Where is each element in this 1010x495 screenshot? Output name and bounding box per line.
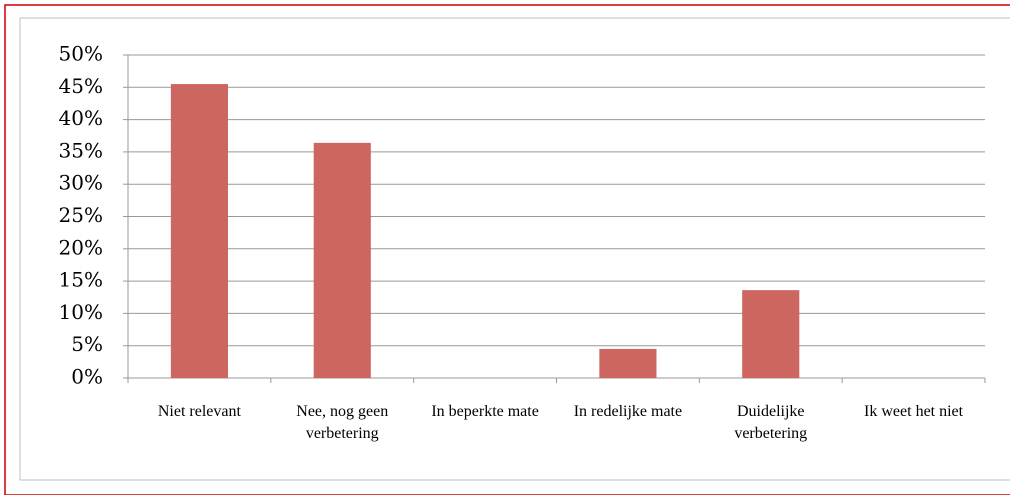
x-tick-label: Niet relevant xyxy=(157,403,241,420)
bar xyxy=(742,290,800,378)
y-tick-label: 45% xyxy=(59,74,103,98)
bar xyxy=(599,348,657,378)
y-tick-label: 0% xyxy=(71,365,103,389)
y-tick-label: 30% xyxy=(59,171,103,195)
y-tick-label: 40% xyxy=(59,106,103,130)
x-tick-label: Nee, nog geen verbetering xyxy=(296,403,389,442)
y-tick-label: 25% xyxy=(59,203,103,227)
y-tick-label: 35% xyxy=(59,138,103,162)
y-tick-label: 50% xyxy=(59,42,103,66)
y-tick-label: 10% xyxy=(59,300,103,324)
y-tick-label: 20% xyxy=(59,235,103,259)
frame xyxy=(4,4,1010,495)
y-tick-label: 5% xyxy=(71,332,103,356)
x-tick-label: Ik weet het niet xyxy=(864,403,964,420)
x-tick-label: In beperkte mate xyxy=(431,403,539,420)
bar xyxy=(313,142,371,378)
x-tick-label: Duidelijke verbetering xyxy=(734,403,808,442)
y-tick-label: 15% xyxy=(59,268,103,292)
bar xyxy=(170,84,228,378)
chart-border xyxy=(19,17,1010,481)
x-tick-label: In redelijke mate xyxy=(573,403,683,420)
